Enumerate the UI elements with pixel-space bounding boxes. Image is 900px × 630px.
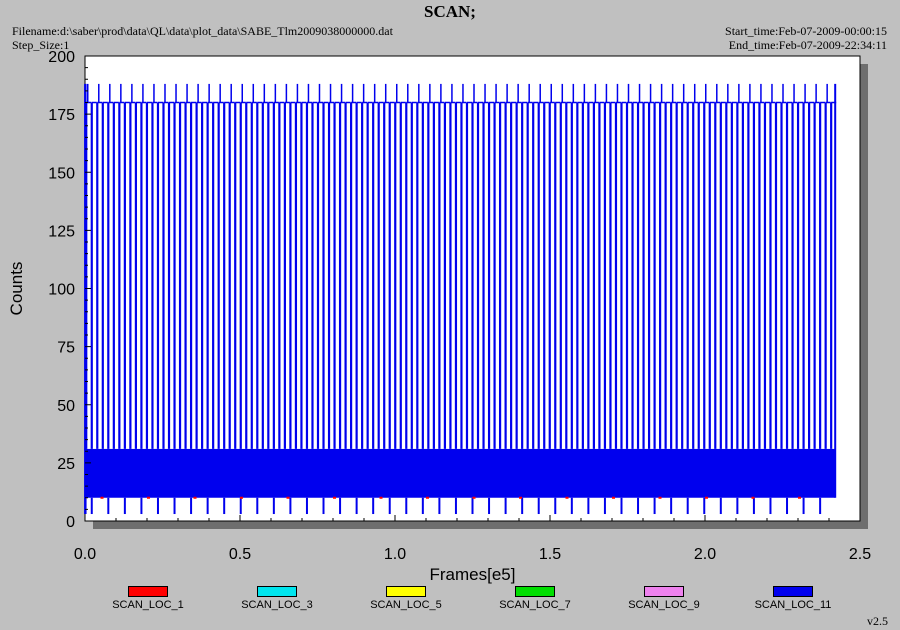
legend-item: SCAN_LOC_5 [346, 586, 466, 611]
y-tick-label: 150 [48, 165, 75, 182]
data-point [565, 496, 569, 499]
y-tick-label: 175 [48, 107, 75, 124]
chart-title: SCAN; [424, 2, 476, 21]
legend-item: SCAN_LOC_9 [604, 586, 724, 611]
x-tick-label: 0.5 [229, 546, 251, 563]
legend-swatch [128, 586, 168, 597]
legend-label: SCAN_LOC_11 [754, 599, 832, 611]
data-point [519, 496, 522, 499]
x-tick-label: 0.0 [74, 546, 96, 563]
y-axis-label: Counts [7, 262, 26, 316]
data-point [147, 496, 150, 499]
data-point [472, 496, 476, 499]
data-point [286, 496, 290, 499]
y-tick-label: 50 [57, 398, 75, 415]
filename-label: Filename:d:\saber\prod\data\QL\data\plot… [12, 24, 393, 38]
data-point [100, 496, 104, 499]
data-point [705, 496, 708, 499]
data-point [426, 496, 429, 499]
y-tick-label: 200 [48, 49, 75, 66]
legend-swatch [773, 586, 813, 597]
data-point [612, 496, 615, 499]
data-point [193, 496, 197, 499]
legend-swatch [257, 586, 297, 597]
legend-label: SCAN_LOC_3 [241, 599, 313, 611]
legend-label: SCAN_LOC_7 [499, 599, 571, 611]
x-tick-label: 1.0 [384, 546, 406, 563]
x-axis-label: Frames[e5] [430, 565, 516, 584]
x-tick-label: 1.5 [539, 546, 561, 563]
y-tick-label: 0 [66, 514, 75, 531]
start-time-label: Start_time:Feb-07-2009-00:00:15 [725, 24, 887, 38]
legend-swatch [386, 586, 426, 597]
y-tick-label: 100 [48, 282, 75, 299]
legend-label: SCAN_LOC_1 [112, 599, 184, 611]
step-size-label: Step_Size:1 [12, 38, 70, 52]
data-point [240, 496, 243, 499]
y-tick-label: 25 [57, 456, 75, 473]
legend-item: SCAN_LOC_3 [217, 586, 337, 611]
data-point [751, 496, 755, 499]
data-band [85, 448, 836, 498]
legend-item: SCAN_LOC_7 [475, 586, 595, 611]
y-tick-label: 125 [48, 223, 75, 240]
data-point [333, 496, 336, 499]
data-point [658, 496, 662, 499]
legend-label: SCAN_LOC_5 [370, 599, 442, 611]
legend-item: SCAN_LOC_11 [733, 586, 853, 611]
x-tick-label: 2.0 [694, 546, 716, 563]
y-tick-label: 75 [57, 340, 75, 357]
x-tick-label: 2.5 [849, 546, 871, 563]
version-label: v2.5 [867, 614, 888, 628]
end-time-label: End_time:Feb-07-2009-22:34:11 [728, 38, 887, 52]
legend-swatch [644, 586, 684, 597]
legend-label: SCAN_LOC_9 [628, 599, 700, 611]
legend-swatch [515, 586, 555, 597]
data-point [379, 496, 383, 499]
legend-item: SCAN_LOC_1 [88, 586, 208, 611]
data-point [798, 496, 801, 499]
